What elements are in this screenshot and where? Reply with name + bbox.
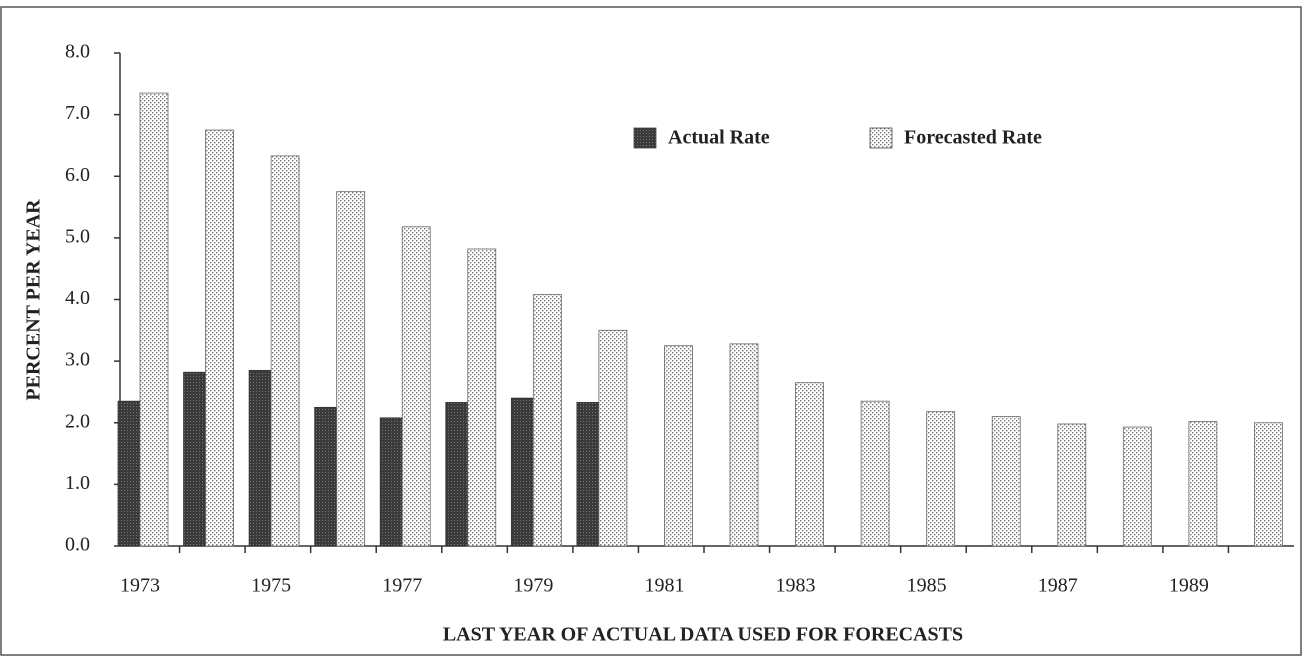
x-tick-label: 1975 — [251, 575, 291, 597]
bar — [729, 343, 759, 547]
bar — [117, 400, 141, 547]
bar — [532, 294, 562, 547]
y-tick-label: 3.0 — [65, 349, 90, 371]
x-tick-label: 1981 — [644, 575, 684, 597]
bar — [379, 417, 403, 547]
bar — [795, 382, 824, 547]
x-tick-label: 1989 — [1169, 575, 1209, 597]
bar — [467, 248, 497, 547]
bar — [205, 129, 234, 547]
bar — [314, 406, 338, 547]
bar — [401, 226, 431, 547]
y-tick-label: 8.0 — [65, 41, 90, 63]
y-tick-label: 6.0 — [65, 164, 90, 186]
frame — [0, 6, 1302, 656]
bar — [860, 400, 890, 547]
bar — [926, 411, 956, 547]
y-tick-label: 4.0 — [65, 287, 90, 309]
x-tick-label: 1985 — [907, 575, 947, 597]
x-axis-title: LAST YEAR OF ACTUAL DATA USED FOR FORECA… — [443, 624, 963, 646]
x-tick-label: 1979 — [513, 575, 553, 597]
y-tick-label: 0.0 — [65, 534, 90, 556]
y-tick-label: 7.0 — [65, 102, 90, 124]
bar — [1057, 423, 1087, 547]
y-axis-title: PERCENT PER YEAR — [23, 199, 45, 401]
legend-swatch — [633, 127, 657, 149]
bar — [664, 345, 693, 547]
bar — [1188, 421, 1218, 547]
x-tick-label: 1983 — [776, 575, 816, 597]
legend-label: Forecasted Rate — [904, 127, 1042, 149]
bar — [991, 416, 1021, 547]
bar — [139, 92, 169, 547]
bar — [1254, 422, 1283, 547]
bar — [510, 397, 534, 547]
legend-swatch — [869, 127, 893, 149]
bar — [445, 402, 469, 547]
legend-label: Actual Rate — [668, 127, 770, 149]
x-tick-label: 1987 — [1038, 575, 1078, 597]
bar — [270, 155, 300, 547]
y-tick-label: 5.0 — [65, 225, 90, 247]
bar — [248, 369, 272, 547]
x-tick-label: 1973 — [120, 575, 160, 597]
bar — [336, 191, 366, 547]
y-tick-label: 1.0 — [65, 472, 90, 494]
y-tick-label: 2.0 — [65, 410, 90, 432]
bar — [183, 371, 206, 547]
bar — [598, 329, 628, 547]
x-tick-label: 1977 — [382, 575, 422, 597]
bar — [1122, 426, 1152, 547]
bar — [576, 402, 600, 547]
